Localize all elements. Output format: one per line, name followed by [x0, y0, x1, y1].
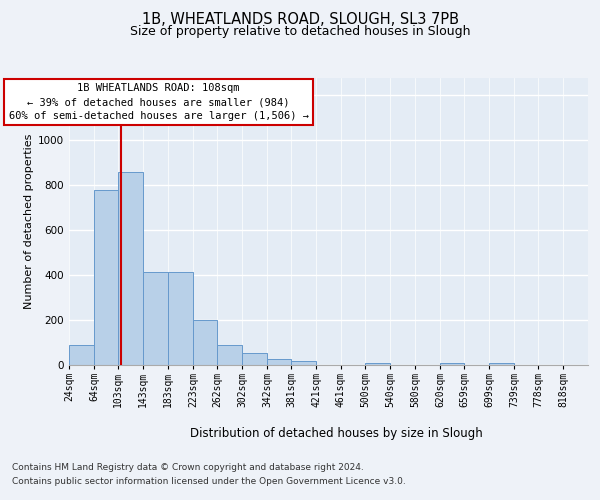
Bar — [489, 363, 514, 365]
Text: Contains HM Land Registry data © Crown copyright and database right 2024.: Contains HM Land Registry data © Crown c… — [12, 462, 364, 471]
Bar — [440, 363, 464, 365]
Bar — [242, 352, 267, 365]
Bar — [193, 320, 217, 365]
Text: 1B, WHEATLANDS ROAD, SLOUGH, SL3 7PB: 1B, WHEATLANDS ROAD, SLOUGH, SL3 7PB — [142, 12, 458, 28]
Bar — [217, 345, 242, 365]
Text: Contains public sector information licensed under the Open Government Licence v3: Contains public sector information licen… — [12, 478, 406, 486]
Bar — [143, 272, 168, 365]
Text: Size of property relative to detached houses in Slough: Size of property relative to detached ho… — [130, 25, 470, 38]
Bar — [365, 363, 390, 365]
Text: 1B WHEATLANDS ROAD: 108sqm
← 39% of detached houses are smaller (984)
60% of sem: 1B WHEATLANDS ROAD: 108sqm ← 39% of deta… — [8, 83, 308, 121]
Text: Distribution of detached houses by size in Slough: Distribution of detached houses by size … — [190, 428, 482, 440]
Bar — [168, 272, 193, 365]
Bar — [291, 360, 316, 365]
Bar — [69, 345, 94, 365]
Bar — [118, 172, 143, 365]
Bar — [94, 190, 118, 365]
Bar — [267, 360, 291, 365]
Y-axis label: Number of detached properties: Number of detached properties — [24, 134, 34, 309]
